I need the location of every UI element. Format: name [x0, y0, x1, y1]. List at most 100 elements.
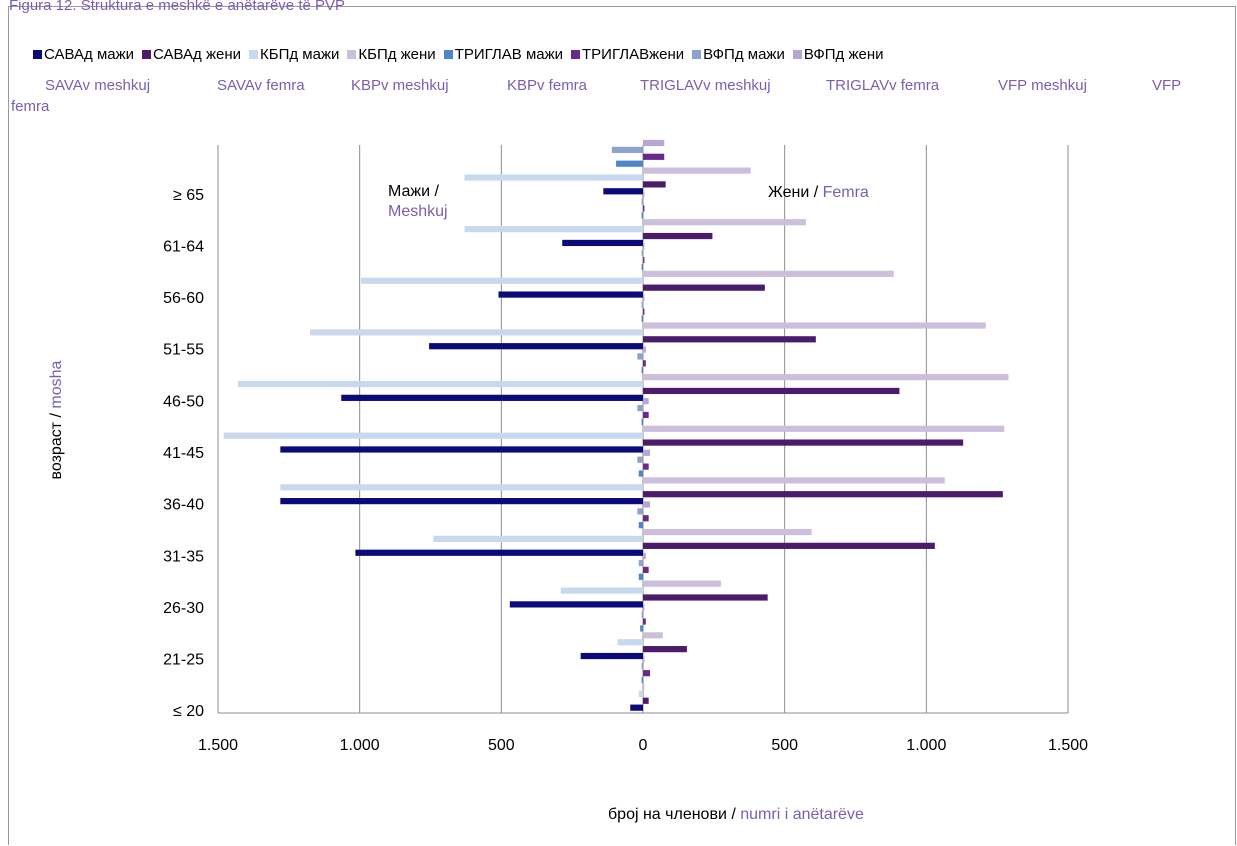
figure-caption: Figura 12. Struktura e meshkë e anëtarëv… [9, 0, 346, 14]
y-axis-label: возраст / mosha [48, 361, 66, 480]
bar [637, 404, 643, 412]
annotation-male: Мажи / Meshkuj [388, 182, 448, 222]
bar [580, 652, 643, 660]
bar [643, 181, 666, 188]
bar [641, 301, 643, 308]
legend: САВАд мажи САВАд жени КБПд мажи КБПд жени ТР… [33, 46, 891, 63]
x-axis-label-sq: numri i anëtarëve [740, 806, 864, 823]
bar [643, 346, 646, 353]
bar [638, 573, 643, 580]
y-tick-label: 51-55 [163, 342, 204, 359]
bar [509, 601, 643, 608]
bar [643, 398, 649, 405]
legend-swatch [571, 49, 581, 59]
bar [643, 294, 645, 302]
y-axis-label-mk: возраст [48, 421, 65, 480]
x-axis-label: број на членови / numri i anëtarëve [608, 806, 864, 824]
bar [641, 663, 643, 670]
x-tick-label: 500 [488, 737, 515, 754]
bar [641, 367, 643, 374]
bar [223, 432, 643, 439]
bar [464, 226, 643, 233]
bar [641, 250, 643, 257]
bar [643, 463, 649, 470]
bar [643, 566, 649, 573]
legend-label: САВАд жени [153, 46, 241, 63]
bar [637, 508, 643, 515]
bar [637, 353, 643, 360]
bar [498, 291, 643, 298]
bar [616, 160, 643, 167]
bar [643, 425, 1005, 432]
legend-label: КБПд мажи [260, 46, 340, 63]
bar [603, 188, 643, 195]
legend-albanian-label: VFP [1152, 77, 1182, 94]
bar [643, 191, 645, 198]
bar [640, 625, 643, 632]
legend-label: ТРИГЛАВжени [582, 46, 685, 63]
bar [361, 277, 643, 284]
bar [638, 690, 643, 697]
y-tick-label: 36-40 [163, 497, 204, 514]
bar [643, 477, 945, 484]
x-axis-label-sep: / [726, 806, 741, 823]
y-tick-label: 21-25 [163, 652, 204, 669]
x-tick-label: 0 [639, 737, 648, 754]
bar [630, 704, 643, 711]
bar [638, 522, 643, 529]
x-axis-label-mk: број на членови [608, 806, 727, 823]
bar [355, 549, 643, 556]
legend-swatch [692, 49, 702, 59]
bar [643, 360, 646, 367]
legend-item: КБПд жени [347, 46, 436, 63]
bar [641, 611, 643, 618]
bar [643, 683, 645, 691]
y-axis-label-sq: mosha [48, 360, 65, 409]
legend-label: ВФПд мажи [703, 46, 785, 63]
bar [638, 559, 643, 567]
legend-albanian-label: SAVAv femra [217, 77, 305, 94]
bar [643, 491, 1003, 498]
bar [643, 528, 812, 536]
annotation-female: Жени / Femra [768, 184, 869, 202]
bar [643, 139, 665, 147]
bar [611, 146, 643, 153]
legend-item: ТРИГЛАВжени [571, 46, 684, 63]
y-tick-label: 61-64 [163, 238, 204, 255]
bar [280, 446, 643, 453]
bar [464, 174, 643, 181]
legend-albanian-label: femra [11, 98, 50, 115]
legend-albanian-label: TRIGLAVv femra [826, 77, 940, 94]
bar [643, 670, 651, 677]
bar [643, 604, 645, 611]
bar [643, 219, 806, 226]
bar [560, 587, 643, 594]
bar [643, 501, 651, 508]
legend-albanian-label: VFP meshkuj [998, 77, 1087, 94]
x-tick-label: 1.500 [198, 737, 238, 754]
bar [643, 153, 665, 160]
bar [643, 697, 649, 704]
bar [643, 618, 646, 625]
y-tick-label: 56-60 [163, 290, 204, 307]
bar [643, 580, 721, 587]
y-tick-label: ≤ 20 [173, 703, 204, 720]
bar [643, 552, 646, 560]
legend-swatch [347, 49, 357, 59]
legend-albanian-label: KBPv femra [507, 77, 588, 94]
y-tick-label: 31-35 [163, 548, 204, 565]
bar [643, 387, 900, 395]
legend-label: САВАд мажи [44, 46, 135, 63]
bar [641, 676, 643, 684]
legend-item: ВФПд жени [792, 46, 883, 63]
bar [643, 232, 713, 240]
bar [643, 449, 651, 456]
bar [643, 646, 687, 653]
annotation-male-sq: Meshkuj [388, 203, 448, 220]
legend-item: ВФПд мажи [692, 46, 785, 63]
legend-albanian-label: SAVAv meshkuj [45, 77, 151, 94]
bar [643, 411, 649, 419]
bar [341, 394, 643, 401]
annotation-male-mk: Мажи / [388, 183, 439, 200]
y-tick-label: 41-45 [163, 445, 204, 462]
